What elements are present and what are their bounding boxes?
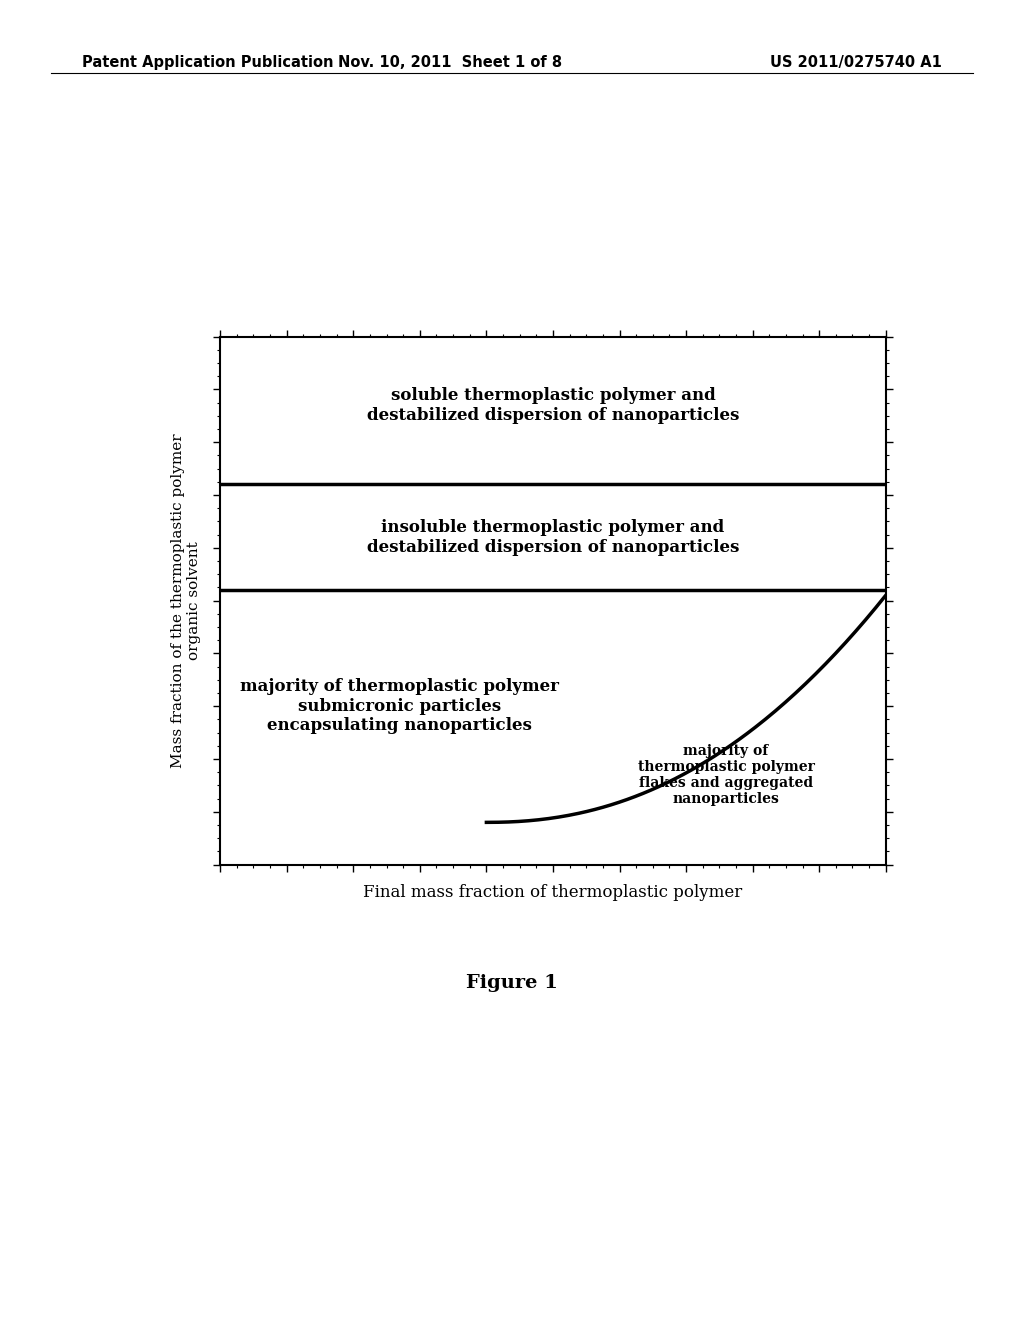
Text: Patent Application Publication: Patent Application Publication — [82, 55, 334, 70]
Text: US 2011/0275740 A1: US 2011/0275740 A1 — [770, 55, 942, 70]
Text: majority of
thermoplastic polymer
flakes and aggregated
nanoparticles: majority of thermoplastic polymer flakes… — [638, 743, 814, 807]
Text: majority of thermoplastic polymer
submicronic particles
encapsulating nanopartic: majority of thermoplastic polymer submic… — [241, 678, 559, 734]
Text: soluble thermoplastic polymer and
destabilized dispersion of nanoparticles: soluble thermoplastic polymer and destab… — [367, 387, 739, 424]
Text: Figure 1: Figure 1 — [466, 974, 558, 993]
X-axis label: Final mass fraction of thermoplastic polymer: Final mass fraction of thermoplastic pol… — [364, 884, 742, 902]
Text: Nov. 10, 2011  Sheet 1 of 8: Nov. 10, 2011 Sheet 1 of 8 — [339, 55, 562, 70]
Y-axis label: Mass fraction of the thermoplastic polymer
organic solvent: Mass fraction of the thermoplastic polym… — [171, 433, 201, 768]
Text: insoluble thermoplastic polymer and
destabilized dispersion of nanoparticles: insoluble thermoplastic polymer and dest… — [367, 519, 739, 556]
